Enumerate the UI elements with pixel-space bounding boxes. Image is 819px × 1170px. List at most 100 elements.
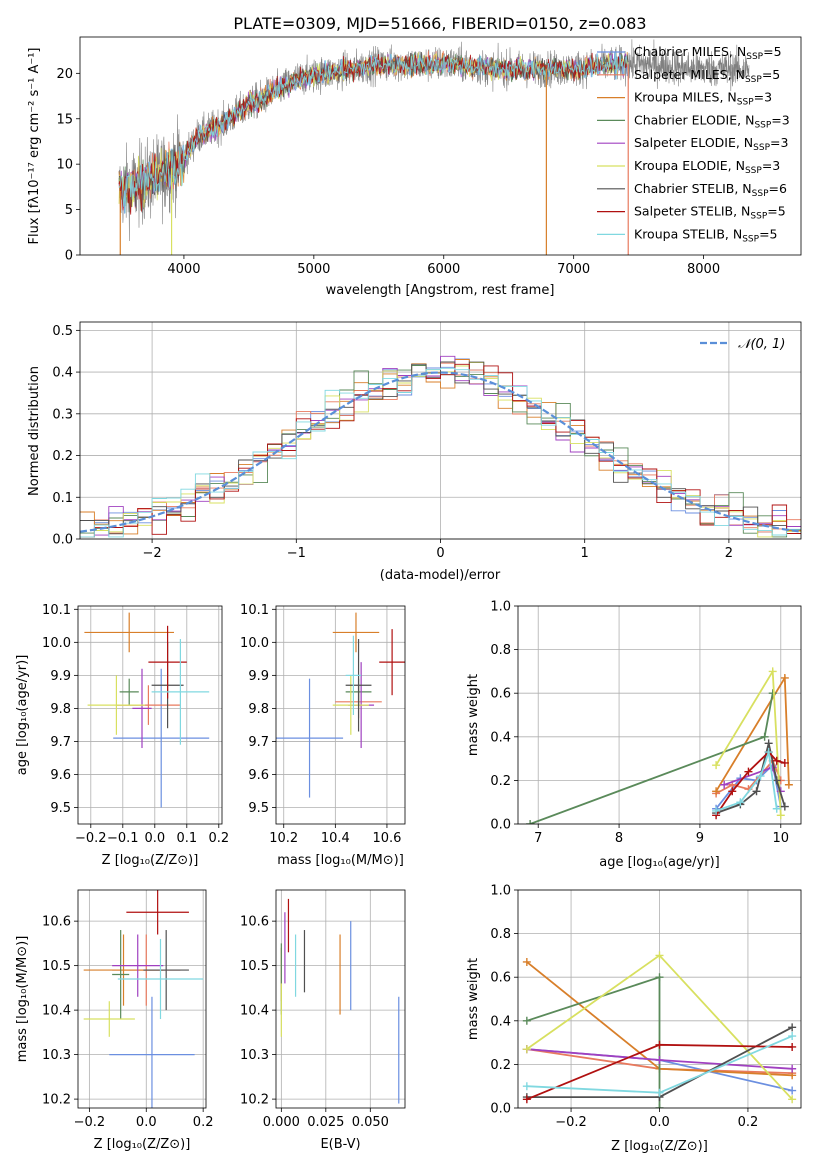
spectrum-xtick-label: 4000	[167, 262, 200, 277]
age_weight-ylabel: mass weight	[466, 674, 481, 756]
mass_age-ytick-label: 9.6	[248, 768, 269, 783]
spectrum-ylabel: Flux [fλ10⁻¹⁷ erg cm⁻² s⁻¹ A⁻¹]	[27, 48, 42, 245]
mass_age-xtick-label: 10.4	[321, 831, 350, 846]
age_weight-marker-8	[712, 806, 721, 815]
spectrum-xtick-label: 8000	[687, 262, 720, 277]
z_weight-marker-8	[788, 1032, 797, 1041]
residuals-xtick-label: −2	[143, 546, 162, 561]
z_weight-marker-3	[522, 1016, 531, 1025]
mass_age-ytick-label: 9.7	[248, 735, 269, 750]
z_age-axes: −0.2 −0.1 0.0 0.1 0.2 9.5 9.6 9.7 9.8 9.9 10.0 10.1	[42, 603, 229, 846]
spectrum-ytick-label: 15	[56, 112, 73, 127]
legend-label-4: Salpeter ELODIE, NSSP=3	[634, 135, 788, 153]
mass_age-plot	[276, 612, 405, 798]
z_mass-ytick-label: 10.6	[42, 915, 71, 930]
age_weight-marker-6	[752, 787, 761, 796]
legend-label-2: Kroupa MILES, NSSP=3	[634, 90, 772, 108]
age_weight-marker-8	[736, 798, 745, 807]
residuals-xtick-label: 2	[725, 546, 733, 561]
residuals-xlabel: (data-model)/error	[380, 568, 501, 583]
z_age-ytick-label: 9.7	[50, 735, 71, 750]
mass_age-xlabel: mass [log₁₀(M/M⊙)]	[277, 853, 404, 868]
legend-label-6: Chabrier STELIB, NSSP=6	[634, 181, 787, 199]
residual-hist-8	[80, 367, 801, 538]
spectrum-axes: 4000 5000 6000 7000 8000 0 5 10 15 20	[56, 36, 802, 277]
z_weight-xtick-label: 0.0	[649, 1115, 670, 1130]
ebv_mass-xtick-label: 0.050	[352, 1115, 389, 1130]
z_age-ytick-label: 10.0	[42, 636, 71, 651]
z_mass-ytick-label: 10.4	[42, 1004, 71, 1019]
spectrum-ytick-label: 0	[65, 249, 73, 264]
spectrum-ytick-label: 5	[65, 203, 73, 218]
age_weight-ytick-label: 1.0	[490, 600, 511, 615]
age_weight-xtick-label: 9	[696, 831, 704, 846]
age_weight-marker-3	[768, 689, 777, 698]
z_weight-marker-7	[655, 1040, 664, 1049]
legend-label-7: Salpeter STELIB, NSSP=5	[634, 204, 786, 222]
model-spectrum-7	[118, 52, 629, 215]
z_weight-xlabel: Z [log₁₀(Z/Z⊙)]	[611, 1139, 708, 1154]
z_age-xlabel: Z [log₁₀(Z/Z⊙)]	[102, 853, 199, 868]
z_mass-ylabel: mass [log₁₀(M/M⊙)]	[15, 936, 30, 1063]
age_weight-marker-7	[772, 756, 781, 765]
z_weight-ytick-label: 0.2	[490, 1058, 511, 1073]
age_weight-marker-7	[744, 767, 753, 776]
z_weight-axes: −0.2 0.0 0.2 0.0 0.2 0.4 0.6 0.8 1.0	[490, 884, 802, 1130]
ebv_mass-ytick-label: 10.4	[240, 1004, 269, 1019]
z_weight-plot	[522, 951, 797, 1108]
residuals-xtick-label: 0	[436, 546, 444, 561]
spectrum-ytick-label: 20	[56, 67, 73, 82]
age_weight-marker-7	[728, 787, 737, 796]
residuals-axes: −2 −1 0 1 2 0.0 0.1 0.2 0.3 0.4 0.5	[52, 321, 802, 561]
z_age-frame	[77, 605, 223, 825]
z_age-xtick-label: 0.1	[176, 831, 197, 846]
age_weight-ytick-label: 0.2	[490, 774, 511, 789]
spectrum-legend: Chabrier MILES, NSSP=5 Salpeter MILES, NS…	[597, 44, 790, 244]
mass_age-xtick-label: 10.6	[372, 831, 401, 846]
age_weight-marker-2	[780, 673, 789, 682]
age_weight-ytick-label: 0.0	[490, 818, 511, 833]
ebv_mass-ytick-label: 10.2	[240, 1093, 269, 1108]
spectrum-xtick-label: 6000	[427, 262, 460, 277]
age_weight-marker-7	[780, 758, 789, 767]
age_weight-marker-8	[756, 772, 765, 781]
z_weight-series-3	[526, 975, 661, 1108]
ebv_mass-xtick-label: 0.025	[307, 1115, 344, 1130]
z_age-ytick-label: 10.1	[42, 603, 71, 618]
spectrum-plot	[118, 39, 750, 255]
mass_age-ytick-label: 9.8	[248, 702, 269, 717]
spectrum-xtick-label: 7000	[557, 262, 590, 277]
residuals-ylabel: Normed distribution	[27, 366, 42, 496]
spectrum-xtick-label: 5000	[297, 262, 330, 277]
legend-label-8: Kroupa STELIB, NSSP=5	[634, 226, 778, 244]
z_age-ytick-label: 9.9	[50, 669, 71, 684]
mass_age-frame	[275, 605, 406, 825]
z_weight-marker-4	[655, 1056, 664, 1065]
ebv_mass-xlabel: E(B-V)	[320, 1137, 360, 1152]
age_weight-marker-6	[772, 776, 781, 785]
figure-title: PLATE=0309, MJD=51666, FIBERID=0150, z=0…	[233, 14, 646, 33]
z_age-plot	[84, 612, 210, 808]
mass_age-xtick-label: 10.2	[269, 831, 298, 846]
z_age-ytick-label: 9.8	[50, 702, 71, 717]
z_age-xtick-label: −0.1	[107, 831, 139, 846]
z_weight-ytick-label: 1.0	[490, 884, 511, 899]
residuals-ytick-label: 0.1	[52, 491, 73, 506]
age_weight-marker-5	[776, 811, 785, 820]
age_weight-frame	[517, 605, 802, 825]
residuals-ytick-label: 0.0	[52, 533, 73, 548]
residual-hist-7	[80, 363, 801, 538]
z_weight-ytick-label: 0.6	[490, 971, 511, 986]
age_weight-marker-4	[720, 780, 729, 789]
age_weight-marker-5	[712, 761, 721, 770]
z_age-xtick-label: 0.2	[208, 831, 229, 846]
residuals-plot	[80, 355, 801, 538]
z_age-ytick-label: 9.5	[50, 801, 71, 816]
mass_age-ytick-label: 10.1	[240, 603, 269, 618]
model-spectrum-8	[118, 52, 629, 214]
z_weight-xtick-label: 0.2	[738, 1115, 759, 1130]
mass_age-ytick-label: 9.9	[248, 669, 269, 684]
mass_age-axes: 10.2 10.4 10.6 9.5 9.6 9.7 9.8 9.9 10.0 10.1	[240, 603, 406, 846]
z_age-xtick-label: 0.0	[144, 831, 165, 846]
z_weight-marker-5	[655, 951, 664, 960]
